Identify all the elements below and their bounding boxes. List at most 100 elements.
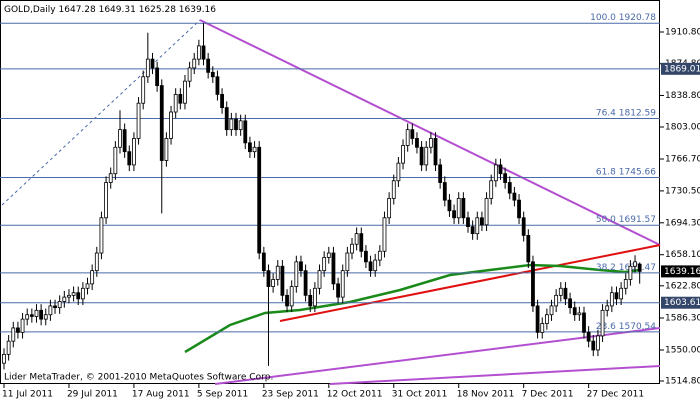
candle-body [141, 76, 146, 104]
candle-body [605, 305, 610, 311]
candle-body [62, 296, 67, 302]
candle-body [438, 164, 443, 183]
candle-body [173, 93, 178, 113]
high: 1649.31 [99, 5, 136, 15]
fibo-price: 1920.78 [619, 13, 656, 23]
candle-body [568, 298, 572, 309]
fibo-label: 50.0 1691.57 [596, 215, 656, 225]
candle-body [521, 217, 526, 236]
y-tick-label: 1803.00 [665, 123, 700, 133]
candle-body [364, 250, 368, 263]
y-tick-label: 1586.30 [665, 313, 700, 323]
candle-body [271, 279, 276, 287]
candle-body [104, 182, 108, 219]
candle-body [243, 120, 248, 144]
fibo-price: 1812.59 [619, 108, 656, 118]
x-tick-label: 7 Dec 2011 [522, 390, 574, 400]
fibo-price: 1745.66 [619, 167, 656, 177]
candle-body [637, 263, 642, 272]
candle-body [280, 265, 285, 296]
candle-body [113, 146, 118, 175]
x-tick-label: 17 Aug 2011 [132, 390, 190, 400]
candle-body [67, 294, 71, 298]
candle-body [340, 270, 345, 298]
candle-body [368, 261, 373, 272]
candle-body [20, 318, 25, 333]
price-tag [661, 265, 700, 278]
candle-body [312, 287, 317, 307]
candle-body [470, 226, 475, 235]
candle-body [76, 292, 81, 300]
candle-body [90, 270, 95, 285]
candle-body [85, 283, 90, 289]
fibo-price: 1691.57 [619, 215, 656, 225]
candle-body [503, 173, 508, 183]
candle-body [53, 305, 57, 309]
candle-body [80, 287, 85, 300]
candle-body [600, 309, 605, 337]
fibo-ratio: 76.4 [596, 108, 616, 118]
candle-body [16, 327, 20, 333]
candle-body [285, 294, 289, 307]
candle-body [257, 146, 262, 254]
fibo-label: 76.4 1812.59 [596, 108, 656, 118]
candle-body [563, 287, 568, 300]
candle-body [187, 67, 192, 82]
candle-body [234, 118, 238, 131]
candle-body [210, 71, 215, 78]
drawings [0, 19, 661, 385]
candle-body [401, 145, 405, 164]
candle-body [57, 301, 62, 309]
candle-body [48, 305, 53, 316]
candle-body [354, 233, 359, 245]
candle-body [577, 312, 582, 316]
candle-body [586, 331, 591, 342]
candle-body [596, 335, 600, 351]
x-tick-label: 27 Dec 2011 [587, 390, 645, 400]
candle-body [461, 197, 466, 219]
candle-body [308, 294, 313, 307]
candle-body [382, 217, 387, 252]
candle-body [118, 129, 122, 148]
candle-body [410, 129, 415, 139]
price-tag [661, 62, 700, 75]
candle-body [122, 129, 127, 153]
candle-body [299, 261, 303, 272]
x-tick-label: 29 Jul 2011 [67, 390, 118, 400]
y-tick-label: 1730.50 [665, 186, 700, 196]
trendline [214, 327, 661, 385]
candle-body [183, 80, 187, 104]
fibo-ratio: 61.8 [596, 167, 616, 177]
candle-body [614, 292, 619, 300]
candle-body [266, 270, 271, 287]
candle-body [549, 305, 554, 316]
candle-body [150, 58, 155, 69]
candle-body [391, 180, 396, 199]
candle-body [289, 286, 294, 307]
candle-body [433, 138, 438, 166]
candle-body [572, 307, 577, 316]
candle-body [544, 314, 549, 324]
candle-body [377, 250, 382, 261]
candle-body [261, 252, 266, 272]
trendline [279, 244, 661, 322]
price-tag-label: 1603.61 [664, 298, 700, 308]
candle-body [326, 252, 331, 258]
candle-body [6, 340, 11, 355]
fibo-ratio: 38.2 [596, 262, 616, 272]
fibo-label: 61.8 1745.66 [596, 167, 656, 177]
candle-body [475, 217, 480, 235]
fibo-label: 100.0 1920.78 [590, 13, 656, 23]
trendline [199, 19, 661, 246]
copyright: Lider MetaTrader, © 2001-2010 MetaQuotes… [4, 373, 273, 383]
price-tag-label: 1869.01 [664, 64, 700, 74]
candle-body [350, 243, 354, 254]
candle-body [540, 323, 545, 333]
candle-body [633, 261, 637, 267]
candle-body [39, 309, 44, 320]
candle-body [224, 107, 229, 131]
candle-body [229, 118, 234, 131]
y-tick-label: 1694.30 [665, 218, 700, 228]
candle-body [628, 265, 633, 280]
